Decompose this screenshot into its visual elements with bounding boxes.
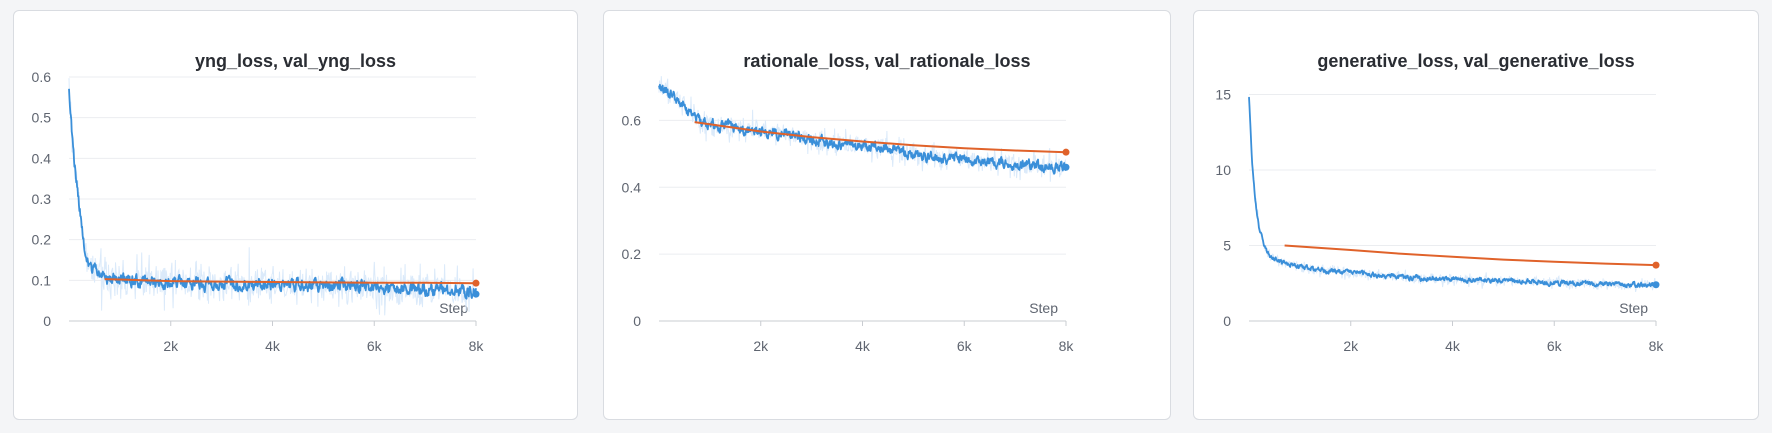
y-tick-label: 0.4 [622,179,642,195]
train-series-line [658,83,1067,175]
x-tick-label: 4k [265,338,281,354]
y-tick-label: 0.5 [32,110,52,126]
val-series-line [104,278,477,285]
y-tick-label: 0.2 [622,246,642,262]
y-tick-label: 0.3 [32,191,52,207]
y-tick-label: 10 [1215,162,1231,178]
train-series-line [68,88,477,300]
y-tick-label: 0.4 [32,150,52,166]
y-tick-label: 0 [633,313,641,329]
train-series-line [1248,97,1657,289]
train-raw-line [68,78,477,316]
y-tick-label: 0.2 [32,232,52,248]
train-end-point [1062,163,1070,171]
x-tick-label: 4k [855,338,871,354]
y-tick-label: 0.1 [32,272,52,288]
val-end-point [1062,148,1070,156]
x-axis-label: Step [1619,300,1648,316]
chart-rationale-loss: 0 0.2 0.4 0.6 2k 4k 6k 8k Step [622,76,1075,354]
train-end-point [1652,281,1660,289]
chart-yng-loss: 0 0.1 0.2 0.3 0.4 0.5 0.6 2k 4k 6k 8k Step [32,69,485,354]
y-tick-label: 0.6 [622,112,642,128]
x-tick-label: 8k [1059,338,1075,354]
val-end-point [1652,261,1660,269]
x-tick-label: 8k [1649,338,1665,354]
x-tick-label: 8k [469,338,485,354]
val-series-line [694,121,1067,154]
val-series-line [1284,244,1657,267]
y-tick-label: 0 [1223,313,1231,329]
chart-generative-loss: 0 5 10 15 2k 4k 6k 8k Step [1215,87,1665,354]
x-tick-label: 2k [163,338,179,354]
chart-title: rationale_loss, val_rationale_loss [743,51,1031,71]
y-tick-label: 5 [1223,238,1231,254]
x-tick-label: 6k [1547,338,1563,354]
x-axis-label: Step [439,300,468,316]
x-tick-label: 6k [367,338,383,354]
x-tick-label: 4k [1445,338,1461,354]
y-tick-label: 15 [1215,87,1231,103]
val-end-point [472,279,480,287]
chart-title: generative_loss, val_generative_loss [1317,51,1635,71]
y-tick-label: 0.6 [32,69,52,85]
x-axis-label: Step [1029,300,1058,316]
chart-panel-generative-loss: generative_loss, val_generative_loss 0 5 1… [1193,10,1759,420]
x-tick-label: 2k [753,338,769,354]
x-tick-label: 2k [1343,338,1359,354]
chart-title: yng_loss, val_yng_loss [194,51,397,71]
train-end-point [472,290,480,298]
y-tick-label: 0 [43,313,51,329]
x-tick-label: 6k [957,338,973,354]
chart-panel-rationale-loss: rationale_loss, val_rationale_loss 0 0.2 0… [603,10,1171,420]
chart-panel-yng-loss: yng_loss, val_yng_loss 0 0.1 0.2 0.3 0.4 0.5 0… [13,10,578,420]
